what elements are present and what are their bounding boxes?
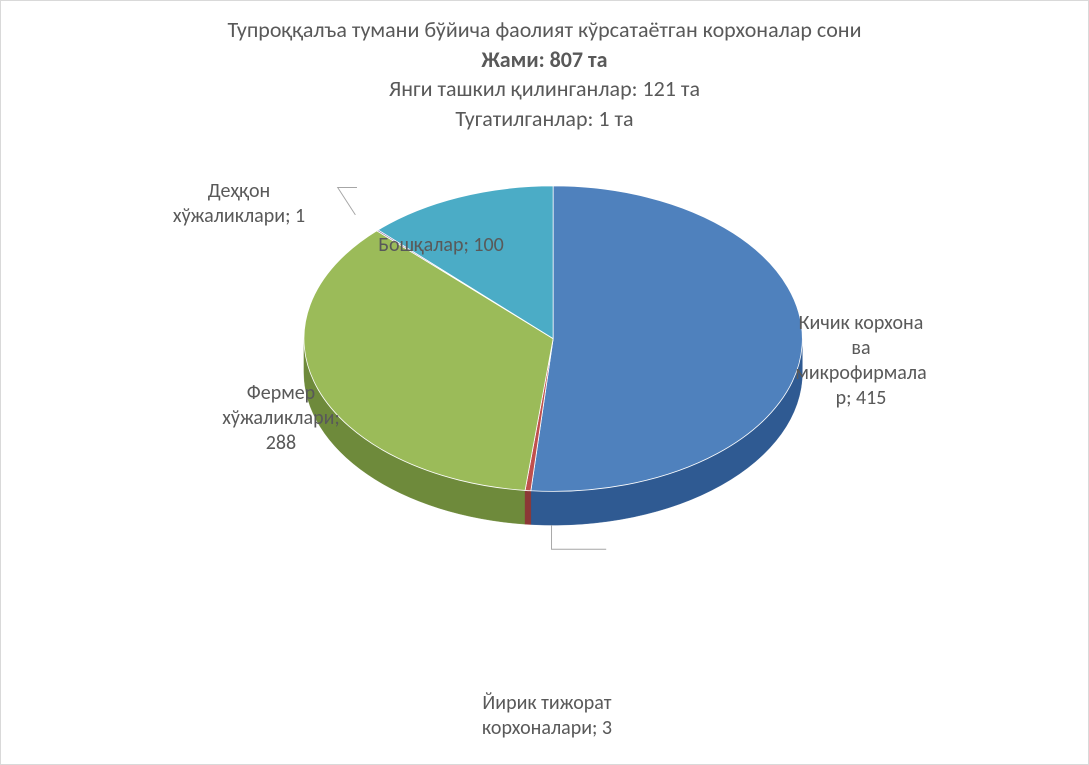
pie-chart [1,1,1089,616]
pie-data-label: Йирик тижорат корхоналари; 3 [437,691,657,741]
pie-data-label: Деҳқон хўжаликлари; 1 [139,179,339,229]
chart-frame: Тупроққалъа тумани бўйича фаолият кўрсат… [0,0,1089,765]
leader-line [338,188,357,215]
leader-line [552,525,607,549]
pie-data-label: Кичик корхона ва микрофирмала р; 415 [761,311,961,411]
pie-slice-rim [525,490,531,524]
pie-data-label: Фермер хўжаликлари; 288 [181,381,381,456]
pie-data-label: Бошқалар; 100 [341,233,541,258]
